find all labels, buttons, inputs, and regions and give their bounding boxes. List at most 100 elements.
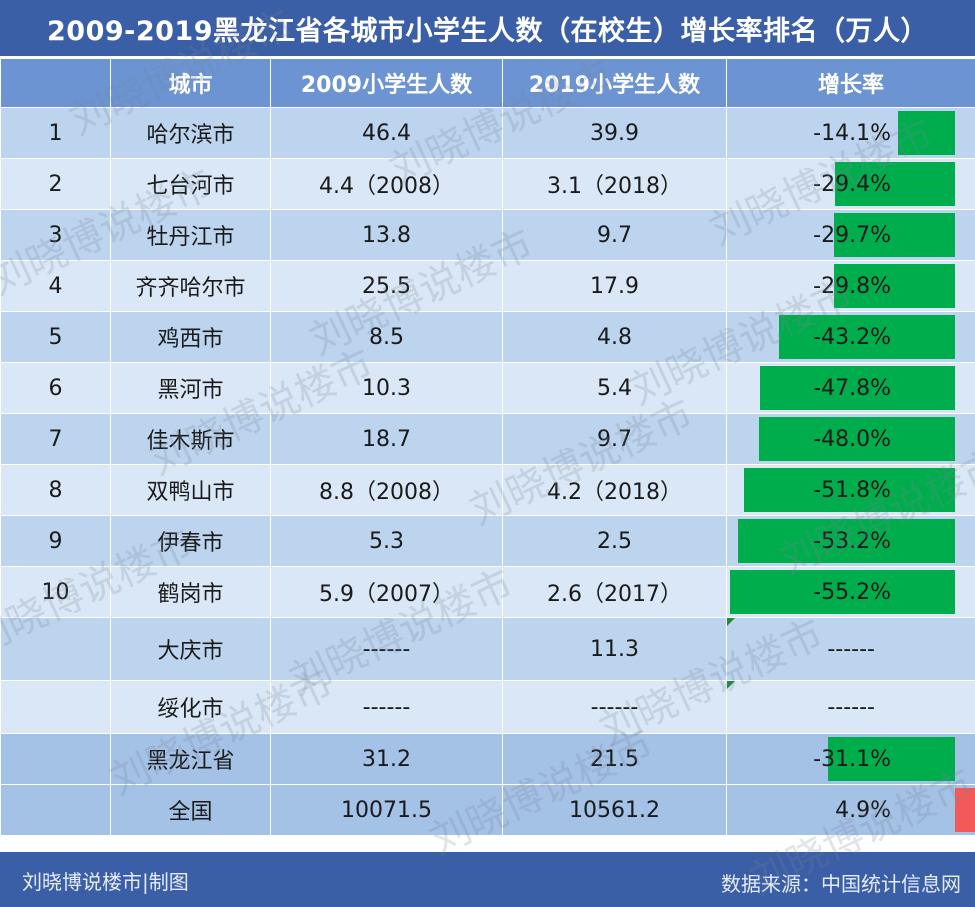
table-row: 绥化市 ------ ------ ------ bbox=[0, 680, 975, 734]
footer-credit: 刘晓博说楼市|制图 bbox=[22, 870, 189, 894]
value-2009-cell: 4.4（2008） bbox=[270, 158, 503, 210]
table-row: 10 鹤岗市 5.9（2007） 2.6（2017） -55.2% bbox=[0, 566, 975, 618]
value-2019-cell: 2.6（2017） bbox=[502, 566, 727, 618]
rank-cell: 3 bbox=[0, 209, 111, 261]
ranking-table: 城市 2009小学生人数 2019小学生人数 增长率 1 哈尔滨市 46.4 39.9… bbox=[0, 58, 975, 836]
city-cell: 哈尔滨市 bbox=[110, 107, 271, 159]
table-row: 8 双鸭山市 8.8（2008） 4.2（2018） -51.8% bbox=[0, 464, 975, 516]
value-2009-cell: 25.5 bbox=[270, 260, 503, 312]
growth-rate-cell: ------ bbox=[726, 680, 975, 734]
rank-cell bbox=[0, 680, 111, 734]
growth-rate-label: -43.2% bbox=[813, 324, 891, 350]
table-row: 全国 10071.5 10561.2 4.9% bbox=[0, 784, 975, 836]
rank-cell bbox=[0, 617, 111, 681]
growth-rate-bar bbox=[778, 315, 955, 359]
growth-rate-cell: 4.9% bbox=[726, 784, 975, 836]
value-2019-cell: 5.4 bbox=[502, 362, 727, 414]
growth-rate-label: ------ bbox=[827, 636, 875, 662]
header-2019: 2019小学生人数 bbox=[502, 58, 727, 108]
city-cell: 鸡西市 bbox=[110, 311, 271, 363]
rank-cell: 9 bbox=[0, 515, 111, 567]
value-2019-cell: 9.7 bbox=[502, 209, 727, 261]
city-cell: 牡丹江市 bbox=[110, 209, 271, 261]
rank-cell bbox=[0, 733, 111, 785]
city-cell: 鹤岗市 bbox=[110, 566, 271, 618]
chart-title: 2009-2019黑龙江省各城市小学生人数（在校生）增长率排名（万人） bbox=[0, 0, 975, 56]
rank-cell: 4 bbox=[0, 260, 111, 312]
growth-rate-label: -31.1% bbox=[813, 746, 891, 772]
header-rank bbox=[0, 58, 111, 108]
growth-rate-bar bbox=[738, 519, 955, 563]
value-2009-cell: 18.7 bbox=[270, 413, 503, 465]
value-2009-cell: 8.5 bbox=[270, 311, 503, 363]
value-2019-cell: 39.9 bbox=[502, 107, 727, 159]
growth-rate-label: ------ bbox=[827, 694, 875, 720]
growth-rate-cell: -29.7% bbox=[726, 209, 975, 261]
table-row: 黑龙江省 31.2 21.5 -31.1% bbox=[0, 733, 975, 785]
rank-cell: 2 bbox=[0, 158, 111, 210]
growth-rate-bar bbox=[730, 570, 955, 614]
value-2009-cell: 10.3 bbox=[270, 362, 503, 414]
table-row: 大庆市 ------ 11.3 ------ bbox=[0, 617, 975, 681]
value-2019-cell: 2.5 bbox=[502, 515, 727, 567]
growth-rate-label: -51.8% bbox=[813, 477, 891, 503]
table-row: 4 齐齐哈尔市 25.5 17.9 -29.8% bbox=[0, 260, 975, 312]
growth-rate-label: -55.2% bbox=[813, 579, 891, 605]
value-2019-cell: ------ bbox=[502, 680, 727, 734]
growth-rate-label: -53.2% bbox=[813, 528, 891, 554]
value-2019-cell: 4.2（2018） bbox=[502, 464, 727, 516]
value-2009-cell: 46.4 bbox=[270, 107, 503, 159]
growth-rate-label: -29.8% bbox=[813, 273, 891, 299]
value-2009-cell: ------ bbox=[270, 617, 503, 681]
value-2019-cell: 17.9 bbox=[502, 260, 727, 312]
cell-marker-icon bbox=[727, 681, 735, 689]
value-2019-cell: 4.8 bbox=[502, 311, 727, 363]
header-2009: 2009小学生人数 bbox=[270, 58, 503, 108]
growth-rate-label: -14.1% bbox=[813, 120, 891, 146]
value-2009-cell: 5.3 bbox=[270, 515, 503, 567]
growth-rate-bar bbox=[828, 737, 955, 781]
growth-rate-cell: ------ bbox=[726, 617, 975, 681]
city-cell: 伊春市 bbox=[110, 515, 271, 567]
growth-rate-bar bbox=[760, 366, 955, 410]
header-city: 城市 bbox=[110, 58, 271, 108]
growth-rate-label: -48.0% bbox=[813, 426, 891, 452]
rank-cell bbox=[0, 784, 111, 836]
rank-cell: 10 bbox=[0, 566, 111, 618]
growth-rate-cell: -31.1% bbox=[726, 733, 975, 785]
growth-rate-label: -29.4% bbox=[813, 171, 891, 197]
growth-rate-bar bbox=[759, 417, 955, 461]
rank-cell: 1 bbox=[0, 107, 111, 159]
growth-rate-cell: -14.1% bbox=[726, 107, 975, 159]
growth-rate-bar bbox=[833, 213, 955, 257]
value-2009-cell: 10071.5 bbox=[270, 784, 503, 836]
value-2019-cell: 9.7 bbox=[502, 413, 727, 465]
growth-rate-label: 4.9% bbox=[835, 797, 891, 823]
footer-source: 数据来源：中国统计信息网 bbox=[721, 872, 961, 896]
table-row: 1 哈尔滨市 46.4 39.9 -14.1% bbox=[0, 107, 975, 159]
table-row: 3 牡丹江市 13.8 9.7 -29.7% bbox=[0, 209, 975, 261]
growth-rate-cell: -51.8% bbox=[726, 464, 975, 516]
growth-rate-bar bbox=[833, 264, 955, 308]
growth-rate-cell: -55.2% bbox=[726, 566, 975, 618]
value-2009-cell: 5.9（2007） bbox=[270, 566, 503, 618]
city-cell: 黑龙江省 bbox=[110, 733, 271, 785]
rank-cell: 6 bbox=[0, 362, 111, 414]
table-row: 6 黑河市 10.3 5.4 -47.8% bbox=[0, 362, 975, 414]
city-cell: 七台河市 bbox=[110, 158, 271, 210]
growth-rate-bar bbox=[743, 468, 955, 512]
rank-cell: 8 bbox=[0, 464, 111, 516]
value-2019-cell: 21.5 bbox=[502, 733, 727, 785]
growth-rate-cell: -48.0% bbox=[726, 413, 975, 465]
table-body: 1 哈尔滨市 46.4 39.9 -14.1% 2 七台河市 4.4（2008） 3.1（201… bbox=[0, 107, 975, 836]
growth-rate-bar bbox=[955, 788, 975, 832]
table-row: 7 佳木斯市 18.7 9.7 -48.0% bbox=[0, 413, 975, 465]
rank-cell: 7 bbox=[0, 413, 111, 465]
header-growth-rate: 增长率 bbox=[726, 58, 975, 108]
value-2019-cell: 10561.2 bbox=[502, 784, 727, 836]
value-2009-cell: 31.2 bbox=[270, 733, 503, 785]
table-row: 5 鸡西市 8.5 4.8 -43.2% bbox=[0, 311, 975, 363]
rank-cell: 5 bbox=[0, 311, 111, 363]
value-2009-cell: 8.8（2008） bbox=[270, 464, 503, 516]
header-row: 城市 2009小学生人数 2019小学生人数 增长率 bbox=[0, 58, 975, 108]
